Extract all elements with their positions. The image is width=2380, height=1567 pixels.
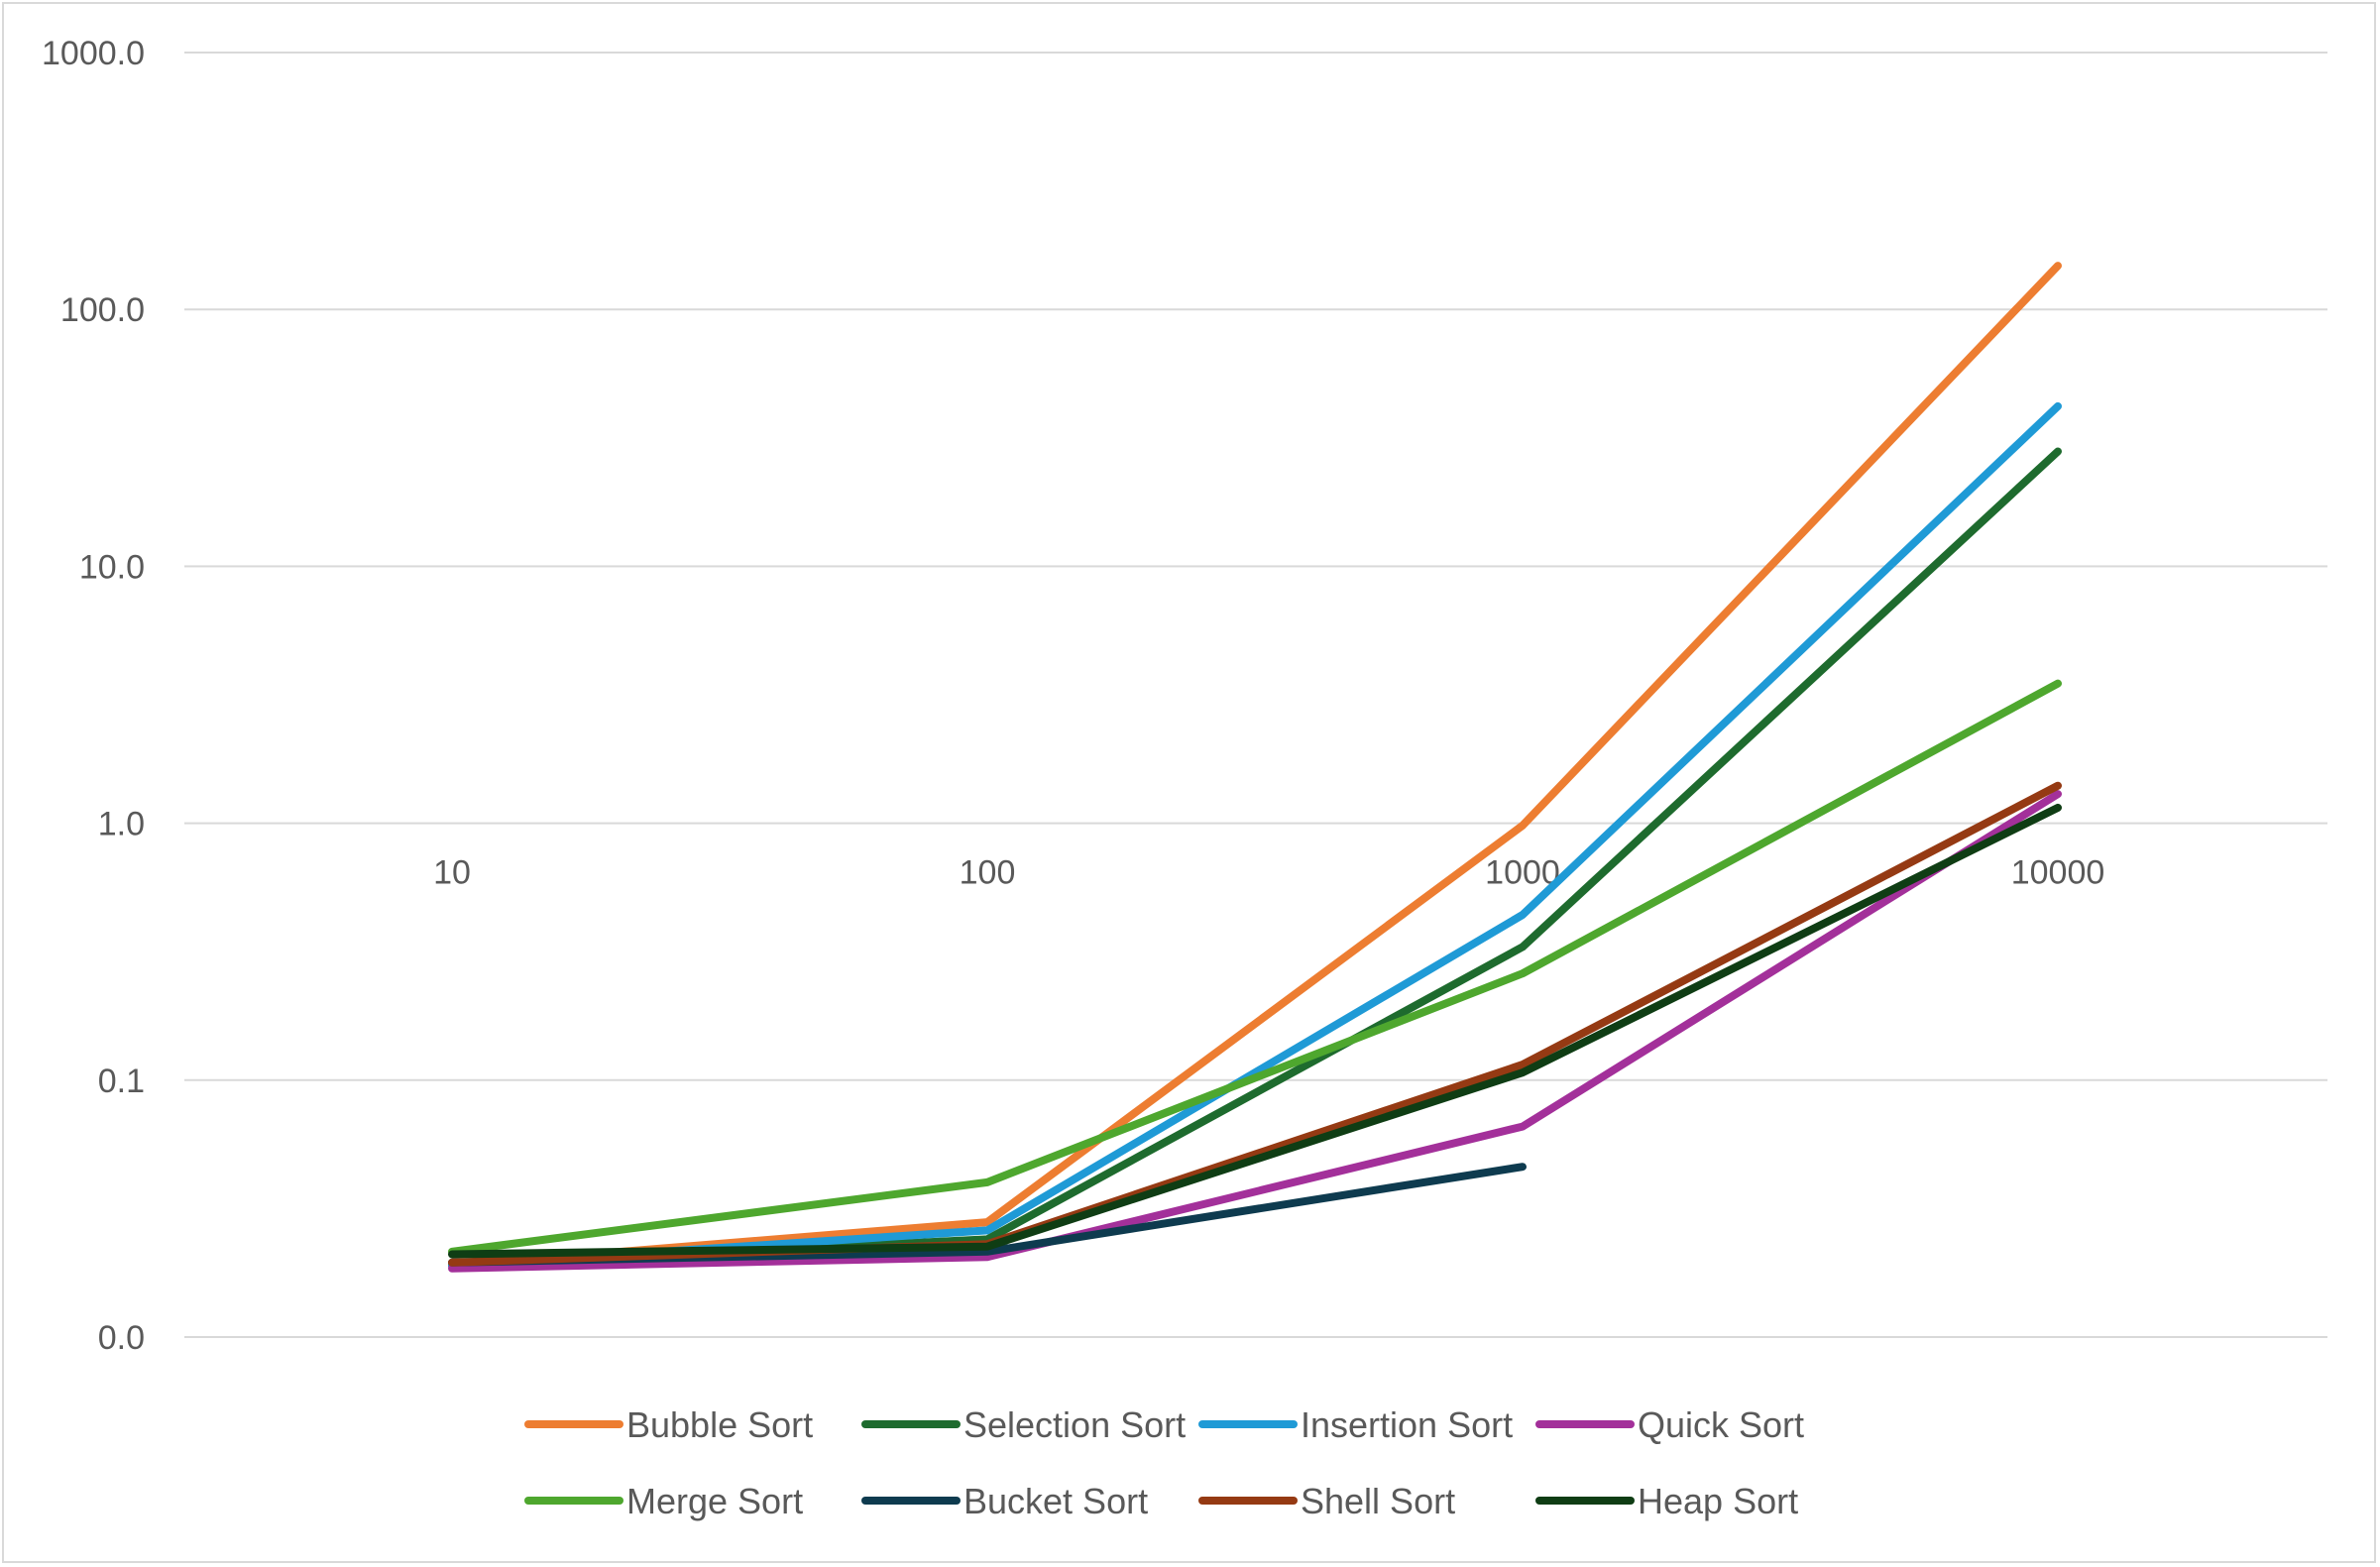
legend-item: Bucket Sort	[861, 1481, 1148, 1521]
legend-item: Heap Sort	[1535, 1481, 1798, 1521]
y-tick-label: 10.0	[79, 548, 145, 586]
legend-label: Quick Sort	[1638, 1404, 1804, 1445]
legend-label: Heap Sort	[1638, 1481, 1798, 1521]
legend-item: Bubble Sort	[524, 1404, 813, 1445]
legend-item: Shell Sort	[1198, 1481, 1455, 1521]
series-line-quick-sort	[448, 790, 2062, 1273]
x-axis-tick-labels: 10 100 1000 10000	[433, 854, 2104, 892]
series-line-selection-sort	[448, 447, 2062, 1270]
legend-label: Merge Sort	[626, 1481, 803, 1521]
y-tick-label: 0.1	[98, 1063, 145, 1100]
legend-item: Merge Sort	[524, 1481, 803, 1521]
legend-label: Bubble Sort	[626, 1404, 813, 1445]
legend-item: Selection Sort	[861, 1404, 1186, 1445]
series-line-heap-sort	[448, 803, 2062, 1259]
legend-item: Insertion Sort	[1198, 1404, 1513, 1445]
y-tick-label: 1.0	[98, 806, 145, 843]
legend-label: Insertion Sort	[1301, 1404, 1513, 1445]
legend-item: Quick Sort	[1535, 1404, 1804, 1445]
y-axis-tick-labels: 1000.0 100.0 10.0 1.0 0.1 0.0	[42, 35, 145, 1357]
series-lines	[448, 262, 2062, 1273]
legend: Bubble Sort Selection Sort Insertion Sort Q…	[524, 1404, 1804, 1521]
legend-label: Bucket Sort	[963, 1481, 1148, 1521]
series-line-bubble-sort	[448, 262, 2062, 1270]
y-tick-label: 1000.0	[42, 35, 145, 72]
x-tick-label: 10	[433, 854, 471, 892]
x-tick-label: 10000	[2011, 854, 2105, 892]
legend-label: Selection Sort	[963, 1404, 1186, 1445]
y-tick-label: 100.0	[60, 291, 145, 329]
series-line-merge-sort	[448, 679, 2062, 1256]
x-tick-label: 100	[960, 854, 1016, 892]
series-line-insertion-sort	[448, 401, 2062, 1270]
x-tick-label: 1000	[1485, 854, 1560, 892]
y-tick-label: 0.0	[98, 1319, 145, 1357]
gridlines	[184, 52, 2327, 1338]
legend-label: Shell Sort	[1301, 1481, 1455, 1521]
